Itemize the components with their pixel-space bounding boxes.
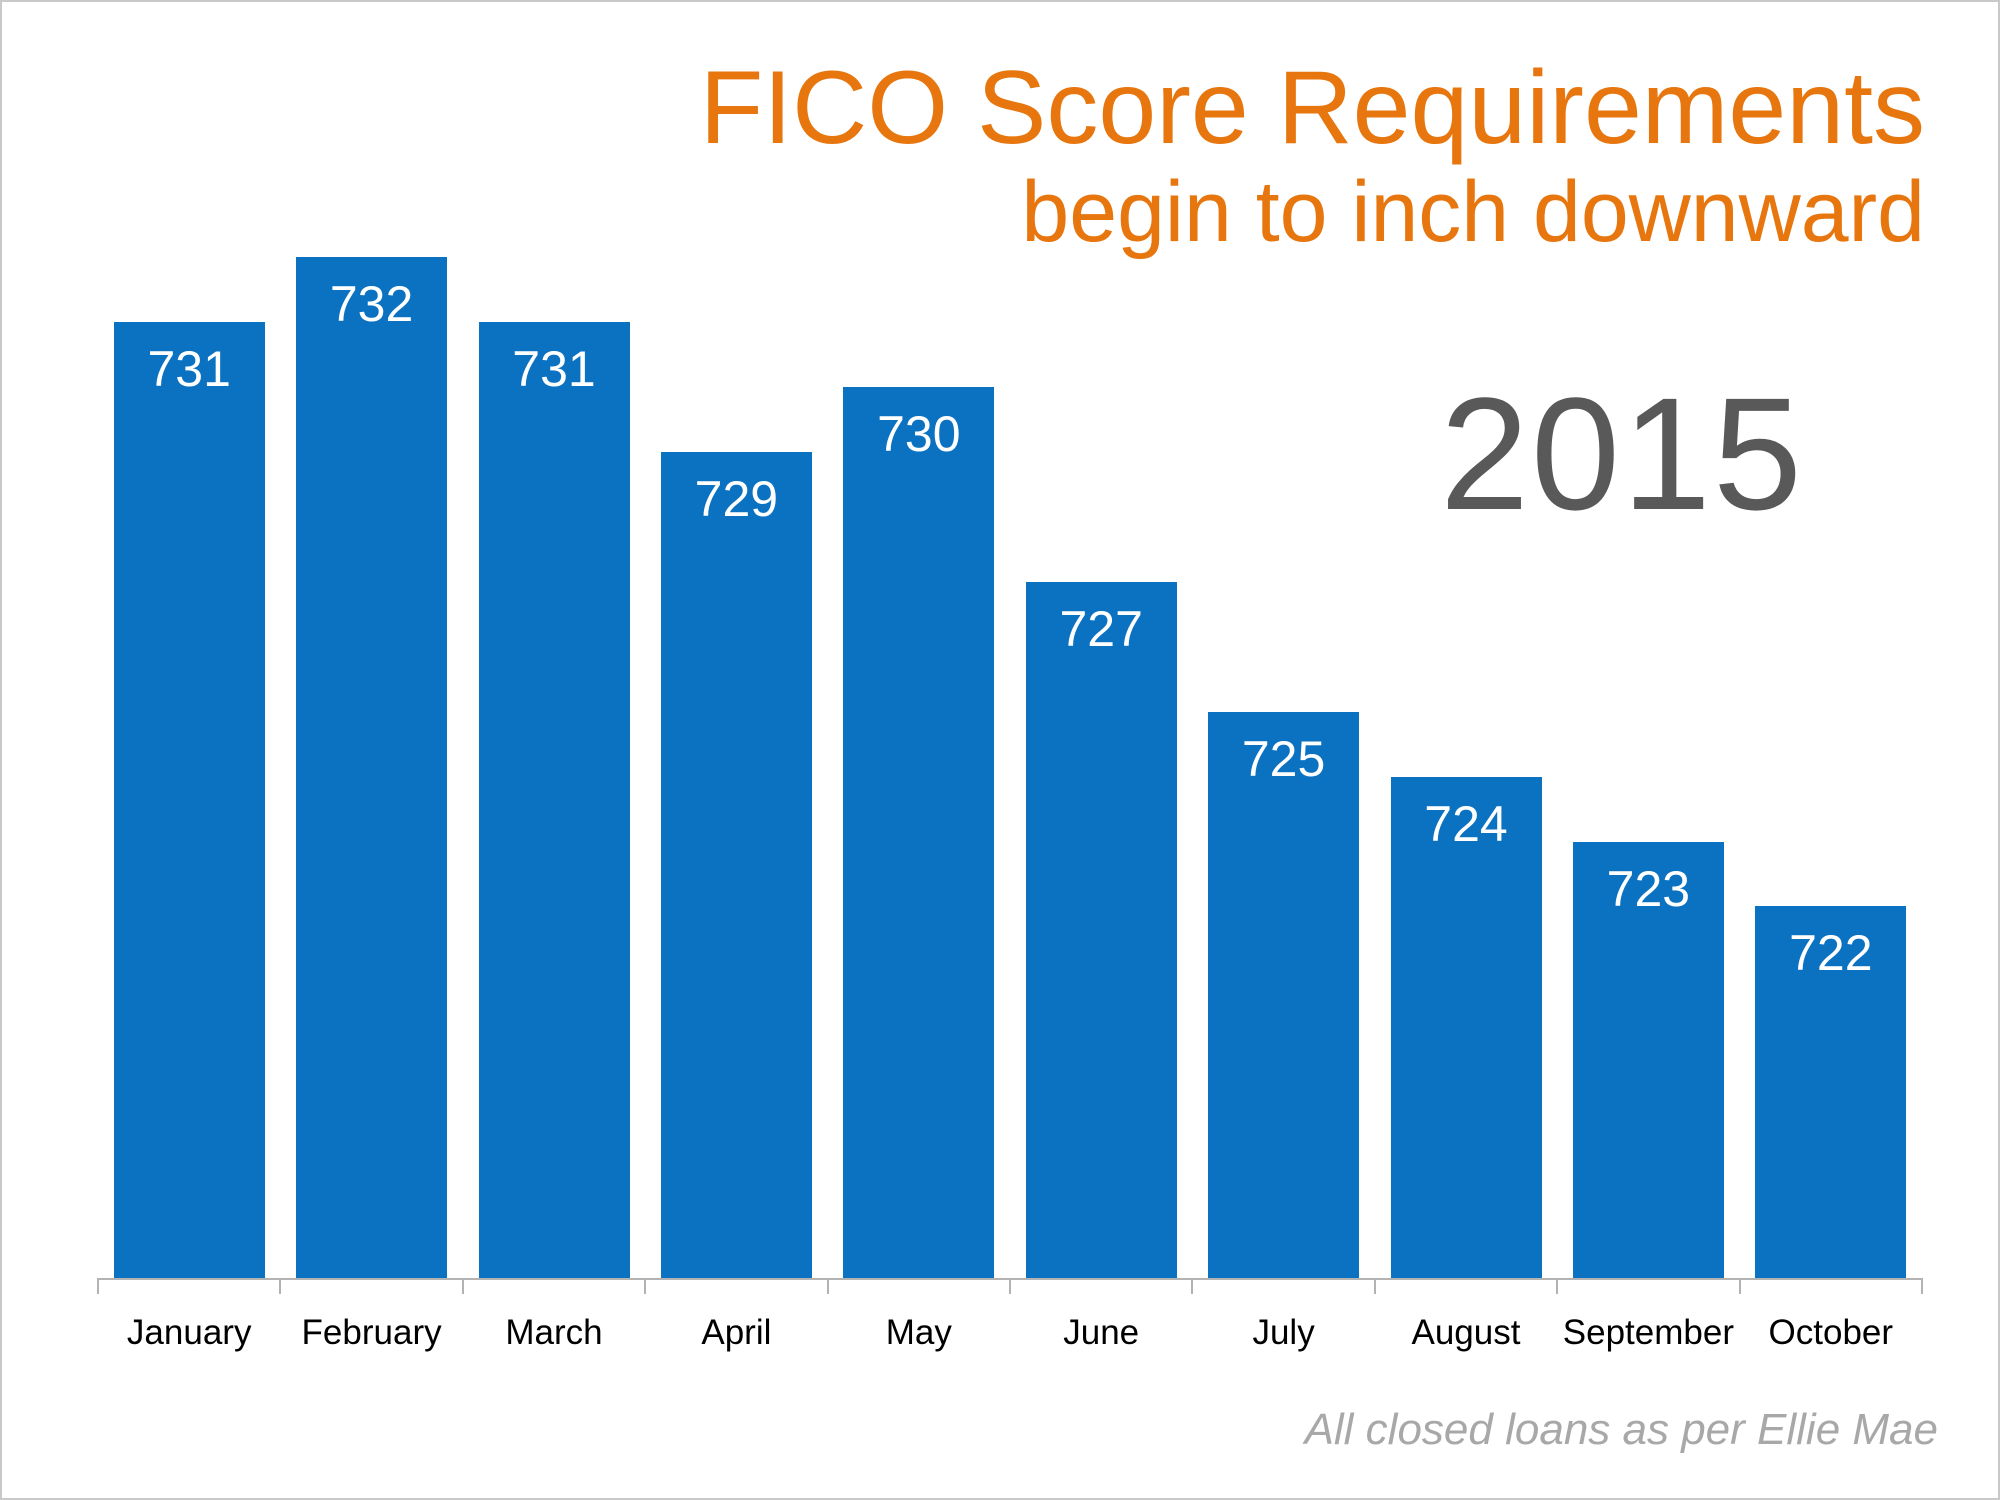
- bar-value-label: 730: [877, 406, 961, 462]
- bar-april: 729: [660, 452, 812, 1279]
- x-axis-tick: [1739, 1278, 1741, 1294]
- x-axis-tick: [279, 1278, 281, 1294]
- year-label: 2015: [1440, 364, 1804, 543]
- x-axis-tick: [1556, 1278, 1558, 1294]
- bar-october: 722: [1755, 906, 1907, 1279]
- chart-title-block: FICO Score Requirements begin to inch do…: [700, 52, 1925, 261]
- bar-february: 732: [296, 257, 448, 1279]
- chart-title: FICO Score Requirements: [699, 50, 1925, 166]
- bar-value-label: 727: [1059, 601, 1143, 657]
- x-axis-label-august: August: [1411, 1313, 1521, 1352]
- bar-value-label: 724: [1424, 796, 1508, 852]
- bar-value-label: 731: [512, 341, 596, 397]
- x-axis-tick: [644, 1278, 646, 1294]
- x-axis-tick: [827, 1278, 829, 1294]
- x-axis-tick: [1009, 1278, 1011, 1294]
- bar-value-label: 723: [1606, 861, 1691, 917]
- x-axis-label-january: January: [126, 1313, 252, 1352]
- bar-may: 730: [843, 387, 995, 1279]
- bar-march: 731: [478, 322, 630, 1279]
- bar-value-label: 722: [1789, 925, 1873, 981]
- bar-june: 727: [1025, 582, 1177, 1279]
- bar-january: 731: [113, 322, 265, 1279]
- bar-july: 725: [1208, 712, 1360, 1279]
- x-axis-label-july: July: [1252, 1313, 1315, 1352]
- x-axis-tick: [462, 1278, 464, 1294]
- x-axis-label-april: April: [701, 1313, 772, 1352]
- x-axis-label-february: February: [301, 1313, 442, 1352]
- bar-value-label: 731: [147, 341, 231, 397]
- x-axis-label-may: May: [885, 1313, 952, 1352]
- x-axis-tick: [1191, 1278, 1193, 1294]
- x-axis-label-october: October: [1768, 1313, 1894, 1352]
- bar-september: 723: [1572, 842, 1724, 1279]
- x-axis-tick: [1921, 1278, 1923, 1294]
- bar-august: 724: [1390, 777, 1542, 1279]
- bar-value-label: 729: [694, 471, 779, 527]
- bar-value-label: 725: [1241, 731, 1326, 787]
- x-axis-label-september: September: [1562, 1313, 1734, 1352]
- x-axis-tick: [97, 1278, 99, 1294]
- chart-subtitle: begin to inch downward: [1021, 164, 1925, 261]
- x-axis-tick: [1374, 1278, 1376, 1294]
- source-note: All closed loans as per Ellie Mae: [1304, 1405, 1938, 1454]
- x-axis-label-june: June: [1063, 1313, 1140, 1352]
- bar-value-label: 732: [329, 276, 414, 332]
- x-axis-label-march: March: [505, 1313, 603, 1352]
